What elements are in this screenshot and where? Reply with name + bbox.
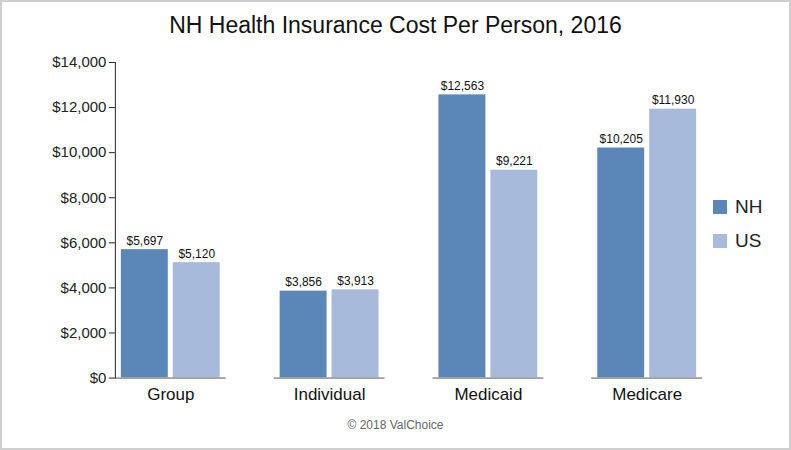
svg-text:$0: $0 — [90, 369, 107, 386]
svg-text:$6,000: $6,000 — [61, 234, 107, 251]
svg-text:$5,697: $5,697 — [127, 233, 164, 247]
svg-text:Medicaid: Medicaid — [454, 385, 522, 404]
svg-text:Group: Group — [147, 385, 194, 404]
svg-text:$10,205: $10,205 — [600, 132, 644, 146]
html-text:US: US — [735, 230, 762, 251]
svg-text:$14,000: $14,000 — [52, 53, 106, 70]
svg-text:$9,221: $9,221 — [496, 154, 533, 168]
svg-text:$3,913: $3,913 — [337, 274, 374, 288]
html-text:© 2018 ValChoice: © 2018 ValChoice — [347, 417, 444, 432]
html-text:NH Health Insurance Cost Per P: NH Health Insurance Cost Per Person, 201… — [169, 12, 622, 38]
svg-text:$12,000: $12,000 — [52, 98, 106, 115]
svg-text:$5,120: $5,120 — [178, 246, 215, 260]
svg-text:Medicare: Medicare — [612, 385, 682, 404]
svg-text:$12,563: $12,563 — [441, 79, 485, 93]
svg-text:Individual: Individual — [294, 385, 366, 404]
svg-text:$10,000: $10,000 — [52, 143, 106, 160]
svg-text:$3,856: $3,856 — [285, 275, 322, 289]
svg-text:$2,000: $2,000 — [61, 324, 107, 341]
html-text:NH: NH — [735, 196, 763, 217]
svg-text:$4,000: $4,000 — [61, 279, 107, 296]
svg-text:$11,930: $11,930 — [652, 93, 695, 107]
svg-text:$8,000: $8,000 — [61, 189, 107, 206]
